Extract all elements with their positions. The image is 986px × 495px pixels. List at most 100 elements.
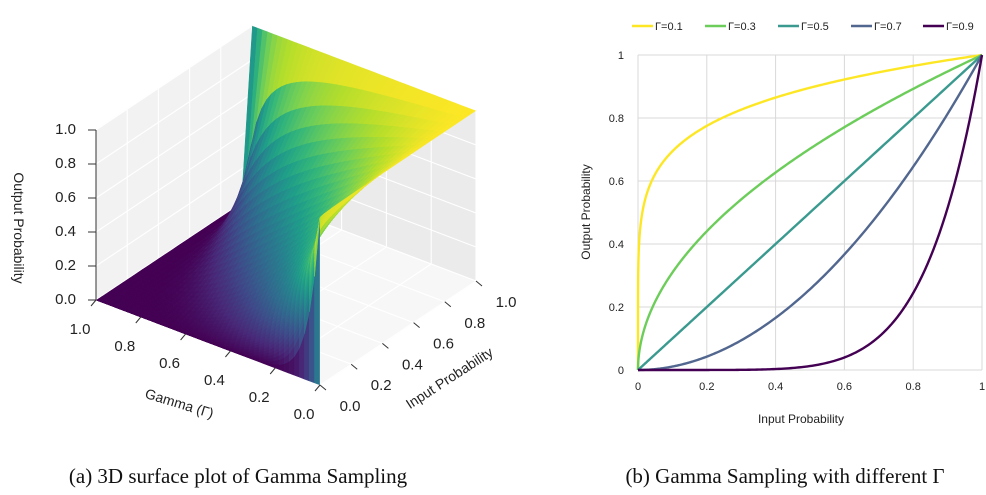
input-tick-label: 0.0: [340, 398, 361, 415]
input-axis-tick: [444, 301, 452, 308]
z-tick-label: 0.4: [55, 223, 76, 240]
surface-patch: [147, 319, 153, 322]
legend-label: Γ=0.7: [874, 21, 902, 33]
caption-a: (a) 3D surface plot of Gamma Sampling: [69, 464, 408, 488]
surface-patch: [177, 330, 183, 334]
floor-grid-y: [319, 280, 477, 386]
surface-patch: [248, 348, 255, 352]
back-left-grid-z: [95, 59, 253, 165]
surface-patch: [111, 305, 117, 309]
gamma-axis-tick: [314, 384, 321, 392]
x-tick-label: 0.2: [699, 381, 714, 393]
y-tick-label: 0.6: [609, 176, 624, 188]
surface-patch: [258, 353, 265, 357]
surface-patch: [223, 348, 229, 351]
input-tick-label: 0.6: [433, 336, 454, 353]
surface-patch: [182, 332, 188, 336]
surface-patch: [207, 342, 214, 345]
surface-z-axis-label: Output Probability: [11, 172, 27, 283]
y-tick-label: 1: [618, 50, 624, 62]
surface-plot-ticks: 0.0 0.2 0.4 0.6 0.8 1.0 0.0 0.2 0.4 0.6 0.8 1.0 0.0 0…: [55, 121, 516, 423]
y-tick-label: 0.2: [609, 302, 624, 314]
line-chart-y-axis-label: Output Probability: [579, 164, 593, 259]
line-chart-series: [636, 53, 984, 372]
surface-patch: [243, 346, 250, 350]
z-tick-label: 0.2: [55, 257, 76, 274]
surface-patch: [126, 311, 132, 314]
surface-patch: [253, 352, 260, 355]
line-chart-panel: Γ=0.1 Γ=0.3 Γ=0.5 Γ=0.7 Γ=0.9 0 0.2 0.4 0.6 0.8 1…: [579, 21, 985, 488]
gamma-axis-tick: [135, 316, 142, 324]
series-line-1: [636, 53, 983, 370]
surface-patch: [106, 303, 112, 307]
surface-plot-panel: 0.0 0.2 0.4 0.6 0.8 1.0 0.0 0.2 0.4 0.6 0.8 1.0 0.0 0…: [11, 25, 516, 488]
surface-patch: [142, 317, 148, 320]
back-left-grid-z: [95, 127, 253, 233]
input-axis-tick: [382, 343, 389, 349]
surface-patch: [234, 340, 242, 344]
surface-patch: [162, 324, 168, 328]
y-tick-label: 0: [618, 365, 624, 377]
x-tick-label: 0: [635, 381, 641, 393]
z-tick-label: 0.8: [55, 155, 76, 172]
input-tick-label: 0.4: [402, 356, 423, 373]
surface-patch: [268, 357, 275, 362]
legend-label: Γ=0.9: [946, 21, 974, 33]
surface-patch: [230, 338, 237, 342]
input-tick-label: 0.8: [464, 315, 485, 332]
surface-patch: [273, 359, 280, 365]
series-line-2: [636, 53, 983, 370]
input-axis-tick: [475, 280, 483, 287]
surface-y-axis-label: Gamma (Γ): [143, 385, 215, 421]
x-tick-label: 0.8: [906, 381, 921, 393]
floor-grid-y: [95, 195, 253, 301]
surface-x-axis-label: Input Probability: [403, 344, 496, 412]
series-line-5: [638, 54, 984, 372]
surface-patch: [192, 336, 198, 339]
surface-patch: [263, 355, 270, 360]
x-tick-label: 0.6: [837, 381, 852, 393]
surface-patch: [218, 346, 224, 349]
gamma-tick-label: 0.0: [294, 406, 315, 423]
surface-patch: [96, 299, 102, 303]
legend: Γ=0.1 Γ=0.3 Γ=0.5 Γ=0.7 Γ=0.9: [632, 21, 974, 33]
back-left-grid-z: [95, 93, 253, 199]
gamma-tick-label: 1.0: [70, 321, 91, 338]
surface-mesh: [96, 25, 477, 386]
input-axis-tick: [413, 322, 420, 328]
input-axis-tick: [319, 384, 327, 391]
z-tick-label: 0.0: [55, 291, 76, 308]
legend-label: Γ=0.5: [801, 21, 829, 33]
surface-patch: [121, 309, 127, 312]
surface-patch: [172, 328, 178, 332]
surface-patch: [101, 301, 107, 305]
input-tick-label: 1.0: [496, 294, 517, 311]
surface-patch: [131, 313, 138, 316]
gamma-tick-label: 0.6: [159, 355, 180, 372]
surface-patch: [167, 326, 173, 330]
surface-patch: [197, 338, 203, 341]
x-tick-label: 1: [979, 381, 985, 393]
back-left-grid-z: [95, 161, 253, 267]
surface-patch: [213, 344, 219, 347]
input-tick-label: 0.2: [371, 377, 392, 394]
x-tick-label: 0.4: [768, 381, 783, 393]
input-axis-tick: [350, 363, 358, 370]
z-tick-label: 0.6: [55, 189, 76, 206]
gamma-axis-tick: [225, 350, 231, 358]
back-left-grid-z: [95, 25, 253, 131]
surface-patch: [202, 340, 209, 343]
gamma-tick-label: 0.2: [249, 389, 270, 406]
surface-patch: [187, 334, 193, 337]
gamma-axis-tick: [90, 299, 97, 307]
y-tick-label: 0.8: [609, 113, 624, 125]
z-tick-label: 1.0: [55, 121, 76, 138]
surface-patch: [152, 321, 158, 324]
legend-label: Γ=0.3: [728, 21, 756, 33]
caption-b: (b) Gamma Sampling with different Γ: [625, 464, 944, 488]
gamma-axis-tick: [180, 333, 186, 341]
gamma-tick-label: 0.8: [114, 338, 135, 355]
line-chart-ticks: 0 0.2 0.4 0.6 0.8 1 0 0.2 0.4 0.6 0.8 1: [609, 50, 985, 393]
gamma-tick-label: 0.4: [204, 372, 225, 389]
